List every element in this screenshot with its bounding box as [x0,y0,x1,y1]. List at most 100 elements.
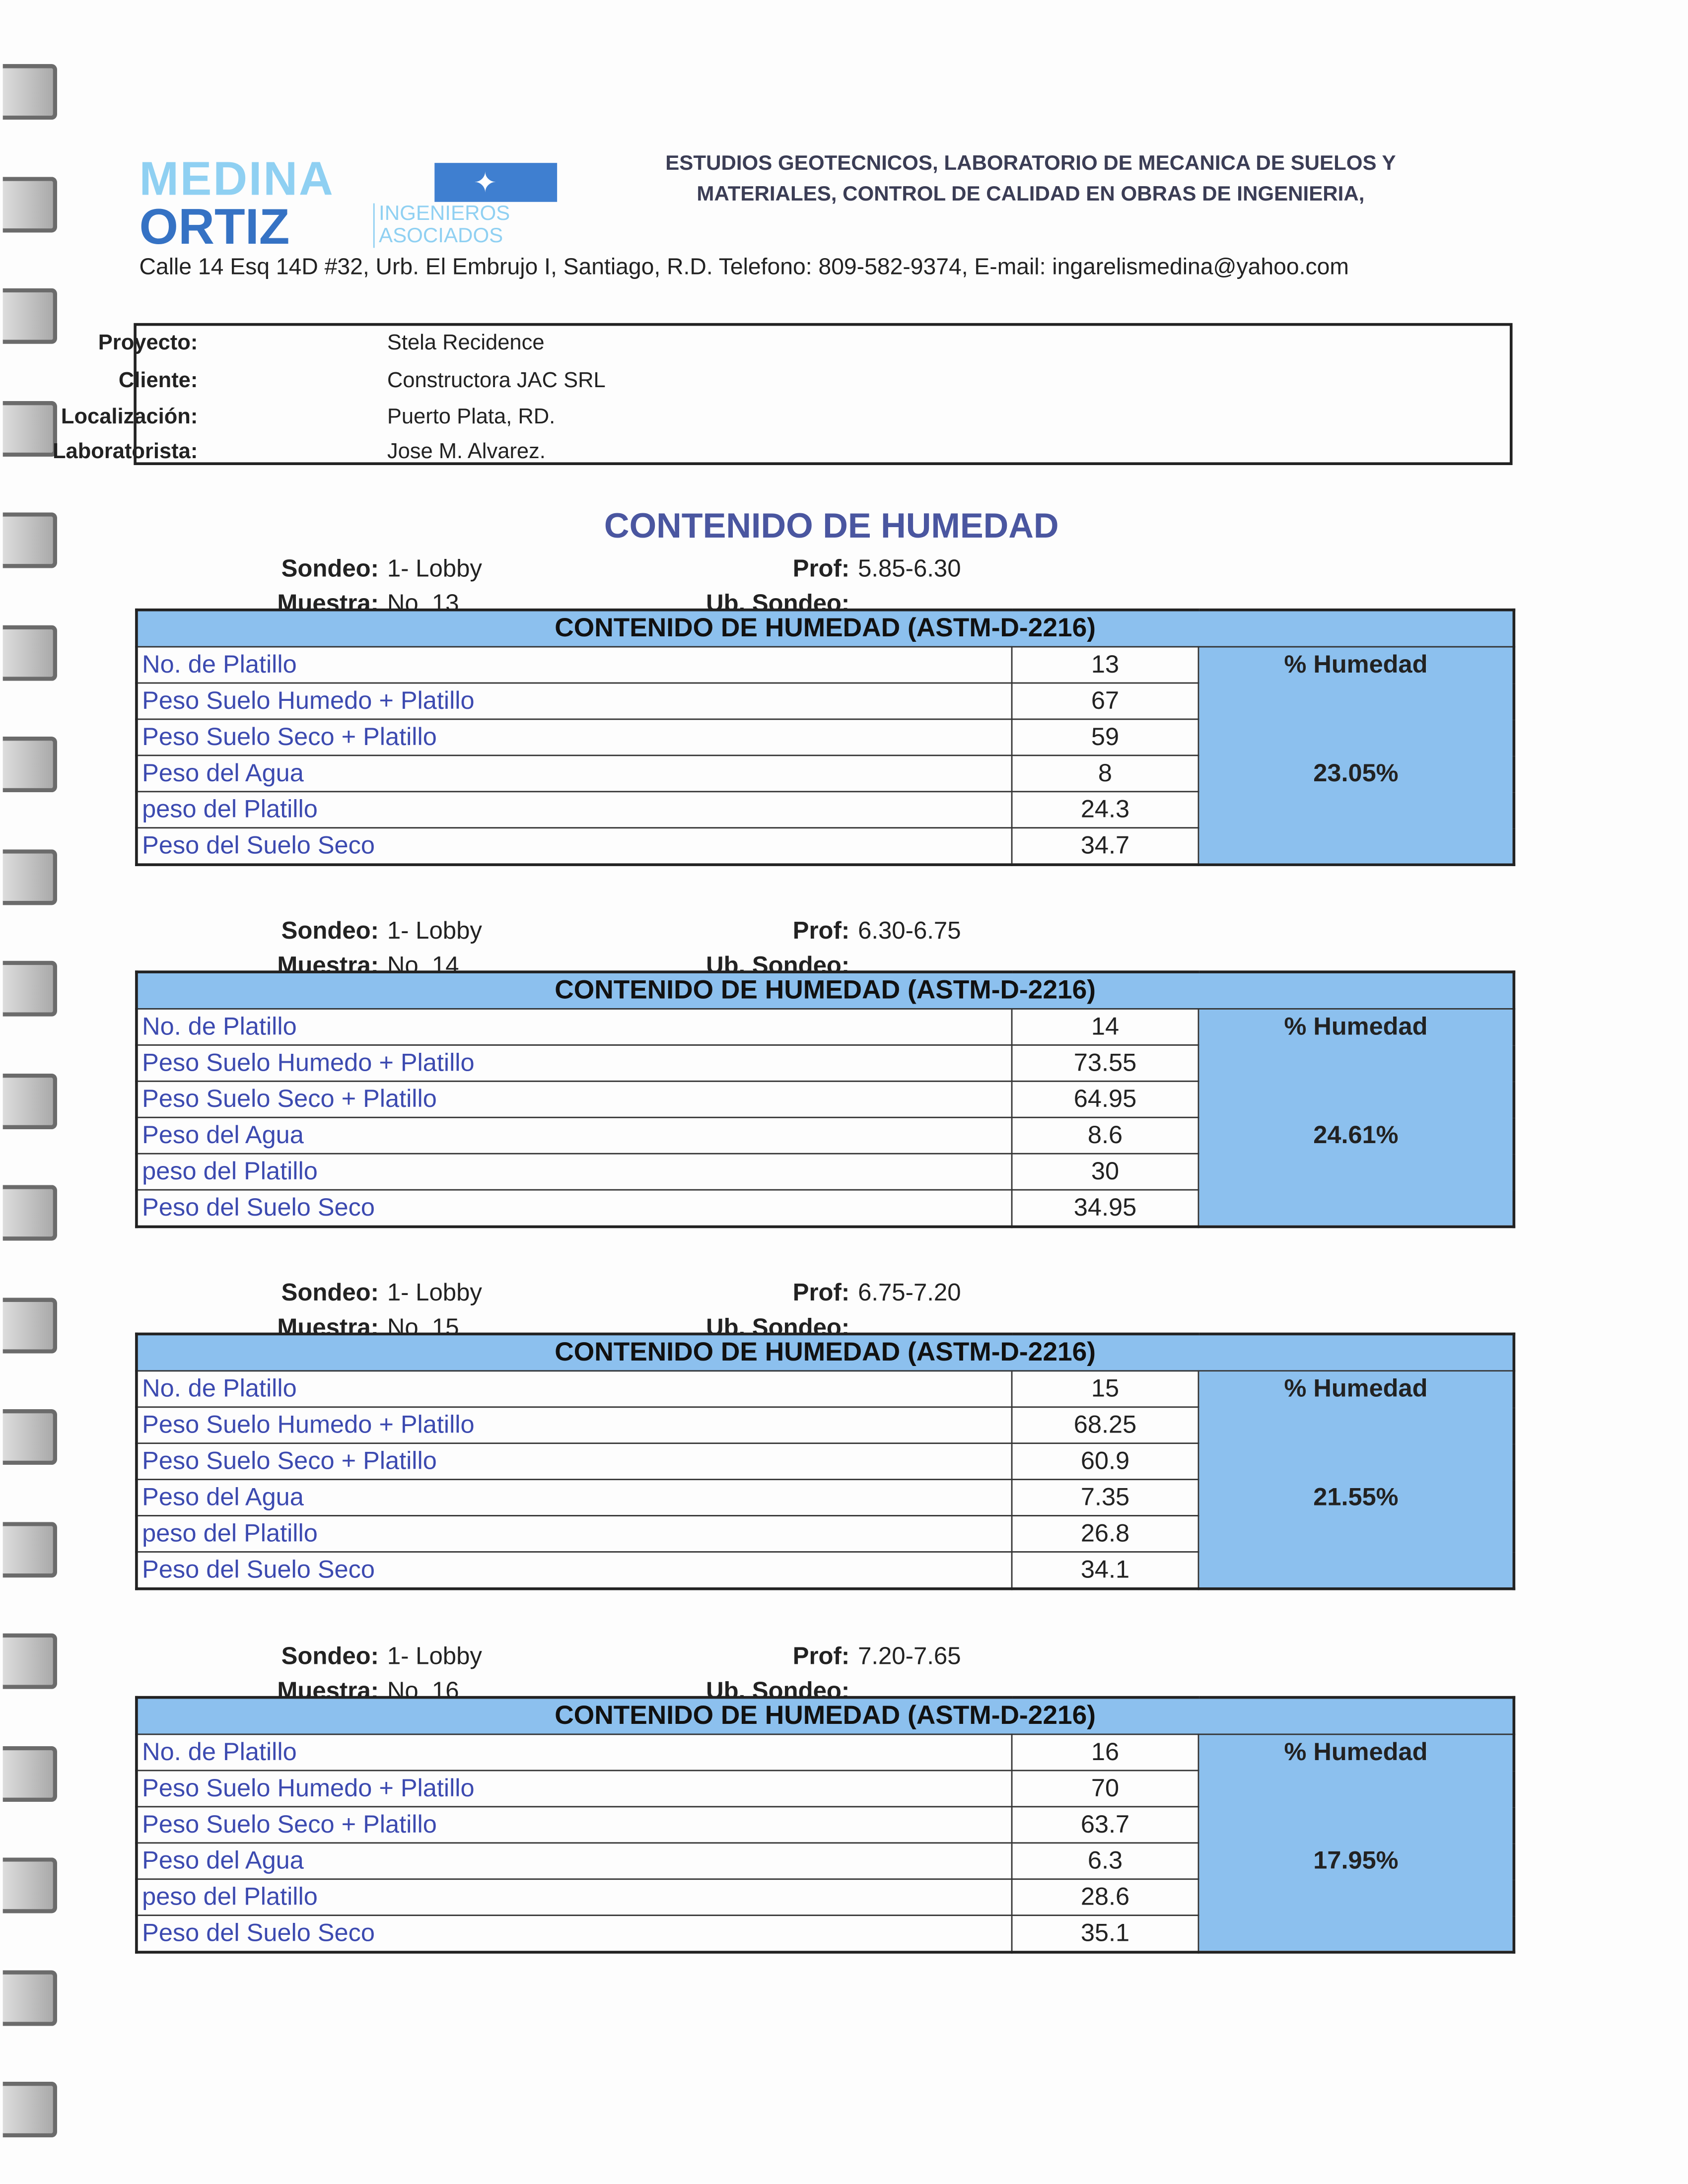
humidity-cell: % Humedad 17.95% [1197,1733,1515,1953]
row-value: 73.55 [1011,1044,1199,1082]
humidity-header: % Humedad [1284,1738,1428,1766]
ring-shape [2,2081,58,2138]
table-row: peso del Platillo 28.6 [136,1878,1514,1916]
ring-shape [2,1970,58,2026]
row-value: 8 [1011,754,1199,793]
sondeo-value: 1- Lobby [387,916,482,944]
binding-ring [0,1065,61,1129]
row-value: 24.3 [1011,791,1199,829]
binding-ring [0,953,61,1017]
row-label: No. de Platillo [136,1370,1013,1408]
row-label: No. de Platillo [136,1008,1013,1046]
binding-ring [0,1401,61,1465]
sondeo-label: Sondeo: [281,1641,379,1670]
sample-section: Sondeo: 1- Lobby Prof: 5.85-6.30 Muestra… [0,554,1688,902]
binding-ring [0,728,61,793]
client-label: Cliente: [118,369,198,393]
ring-shape [2,176,58,232]
row-label: peso del Platillo [136,1878,1013,1916]
row-label: Peso Suelo Humedo + Platillo [136,1770,1013,1808]
header-line-2: MATERIALES, CONTROL DE CALIDAD EN OBRAS … [697,182,1365,206]
row-value: 64.95 [1011,1080,1199,1118]
sample-section: Sondeo: 1- Lobby Prof: 6.75-7.20 Muestra… [0,1278,1688,1626]
row-value: 60.9 [1011,1442,1199,1481]
location-label: Localización: [61,405,198,429]
binding-ring [0,392,61,456]
ring-shape [2,1185,58,1241]
humidity-cell: % Humedad 24.61% [1197,1008,1515,1228]
ring-shape [2,1409,58,1465]
sample-section: Sondeo: 1- Lobby Prof: 7.20-7.65 Muestra… [0,1641,1688,1989]
logo-sub1: INGENIEROS [379,202,510,226]
table-row: Peso del Agua 8.6 [136,1116,1514,1155]
logo-subtitle: INGENIEROS ASOCIADOS [373,202,510,248]
header-line-1: ESTUDIOS GEOTECNICOS, LABORATORIO DE MEC… [665,151,1396,176]
table-row: Peso Suelo Seco + Platillo 60.9 [136,1442,1514,1481]
logo-sub2: ASOCIADOS [379,224,503,248]
row-value: 13 [1011,646,1199,684]
binding-ring [0,1737,61,1801]
row-label: peso del Platillo [136,1153,1013,1191]
row-label: No. de Platillo [136,1733,1013,1772]
row-label: Peso del Agua [136,1479,1013,1516]
sondeo-label: Sondeo: [281,916,379,944]
row-label: Peso del Agua [136,754,1013,793]
row-label: peso del Platillo [136,1515,1013,1553]
ring-shape [2,1633,58,1689]
humidity-cell: % Humedad 21.55% [1197,1370,1515,1590]
humidity-value: 21.55% [1313,1483,1399,1511]
table-header: CONTENIDO DE HUMEDAD (ASTM-D-2216) [136,1333,1515,1372]
humidity-cell: % Humedad 23.05% [1197,646,1515,866]
row-label: Peso del Suelo Seco [136,1551,1013,1590]
humidity-value: 17.95% [1313,1846,1399,1874]
row-value: 8.6 [1011,1116,1199,1155]
table-row: Peso del Suelo Seco 34.95 [136,1189,1514,1228]
row-value: 7.35 [1011,1479,1199,1516]
ring-shape [2,960,58,1017]
row-label: Peso Suelo Seco + Platillo [136,1080,1013,1118]
ring-shape [2,848,58,905]
row-label: Peso Suelo Humedo + Platillo [136,1044,1013,1082]
row-value: 34.7 [1011,827,1199,866]
row-value: 35.1 [1011,1914,1199,1953]
prof-label: Prof: [792,1278,850,1306]
moisture-table: CONTENIDO DE HUMEDAD (ASTM-D-2216) No. d… [135,1696,1516,1954]
row-label: Peso del Suelo Seco [136,827,1013,866]
table-header: CONTENIDO DE HUMEDAD (ASTM-D-2216) [136,971,1515,1010]
ring-shape [2,1297,58,1353]
row-label: peso del Platillo [136,791,1013,829]
logo-ortiz: ORTIZ [139,198,290,255]
table-row: Peso Suelo Humedo + Platillo 73.55 [136,1044,1514,1082]
page-title: CONTENIDO DE HUMEDAD [604,507,1059,546]
row-value: 16 [1011,1733,1199,1772]
row-value: 34.1 [1011,1551,1199,1590]
row-label: Peso Suelo Seco + Platillo [136,718,1013,756]
humidity-value: 23.05% [1313,758,1399,787]
prof-value: 6.75-7.20 [858,1278,961,1306]
sondeo-value: 1- Lobby [387,554,482,582]
binding-ring [0,616,61,681]
humidity-header: % Humedad [1284,650,1428,679]
row-value: 6.3 [1011,1842,1199,1880]
row-value: 34.95 [1011,1189,1199,1228]
table-row: Peso Suelo Seco + Platillo 63.7 [136,1806,1514,1844]
ring-shape [2,400,58,456]
project-label: Proyecto: [98,331,198,355]
ring-shape [2,1073,58,1129]
table-row: Peso del Suelo Seco 34.7 [136,827,1514,866]
table-row: No. de Platillo 16 % Humedad 17.95% [136,1733,1515,1953]
binding-ring [0,56,61,120]
binding-ring [0,1176,61,1241]
table-row: peso del Platillo 26.8 [136,1515,1514,1553]
ring-shape [2,1521,58,1577]
table-row: Peso Suelo Humedo + Platillo 68.25 [136,1406,1514,1444]
binding-ring [0,1849,61,1913]
row-value: 26.8 [1011,1515,1199,1553]
moisture-table: CONTENIDO DE HUMEDAD (ASTM-D-2216) No. d… [135,970,1516,1228]
client-value: Constructora JAC SRL [387,369,606,393]
sondeo-label: Sondeo: [281,554,379,582]
row-label: Peso del Agua [136,1842,1013,1880]
binding-ring [0,280,61,344]
table-row: peso del Platillo 24.3 [136,791,1514,829]
